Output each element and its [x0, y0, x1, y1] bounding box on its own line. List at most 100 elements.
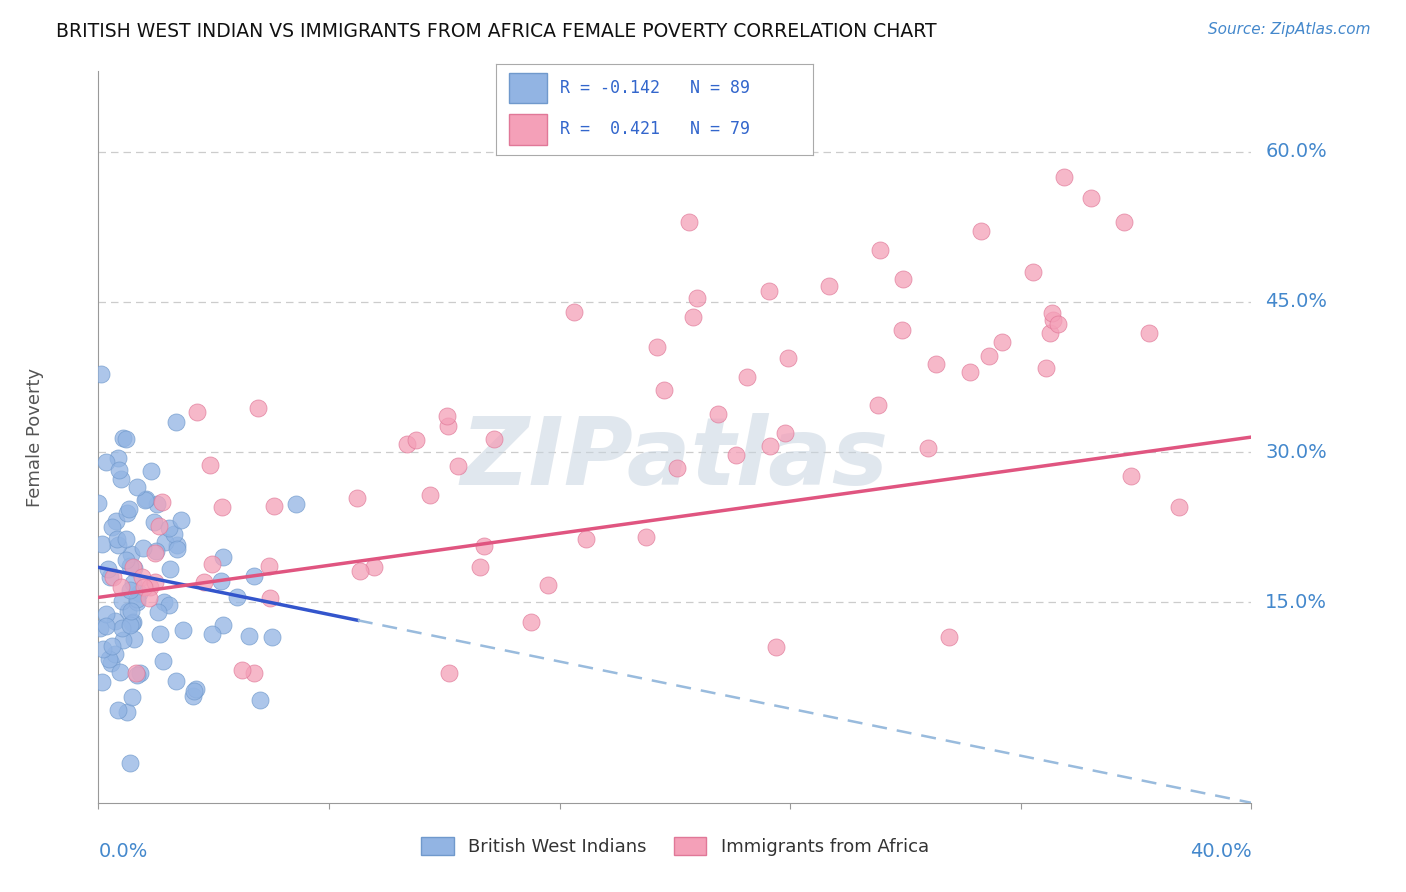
Point — [211, 500, 233, 514]
Point — [869, 243, 891, 257]
Point — [211, 618, 233, 632]
Point — [238, 629, 260, 643]
Point — [1168, 500, 1191, 515]
Point — [115, 532, 138, 546]
Point — [285, 497, 308, 511]
Point — [776, 351, 799, 366]
Point — [131, 541, 153, 556]
Point — [1022, 265, 1045, 279]
Point — [959, 365, 981, 379]
Point — [98, 570, 121, 584]
Point — [706, 408, 728, 422]
Point — [1046, 317, 1069, 331]
Point — [134, 493, 156, 508]
Point — [101, 520, 124, 534]
Point — [349, 564, 371, 578]
Point — [472, 539, 495, 553]
Point — [1121, 468, 1143, 483]
Point — [104, 647, 127, 661]
Point — [117, 604, 139, 618]
Point — [212, 549, 235, 564]
Point — [105, 514, 128, 528]
Point — [118, 559, 141, 574]
Point — [101, 639, 124, 653]
Point — [652, 383, 675, 397]
Point — [107, 703, 129, 717]
Point — [263, 499, 285, 513]
Point — [115, 506, 138, 520]
Point — [107, 463, 129, 477]
Point — [153, 534, 176, 549]
Point — [110, 472, 132, 486]
Point — [226, 590, 249, 604]
Point — [346, 491, 368, 505]
Point — [231, 663, 253, 677]
Point — [150, 495, 173, 509]
Point — [186, 682, 208, 697]
Point — [115, 432, 138, 446]
Point — [91, 675, 114, 690]
Point — [120, 604, 142, 618]
Point — [128, 666, 150, 681]
Point — [868, 398, 890, 412]
Point — [891, 272, 914, 286]
Point — [181, 690, 204, 704]
Point — [94, 455, 117, 469]
Point — [111, 633, 134, 648]
Point — [97, 652, 120, 666]
Point — [969, 223, 991, 237]
Point — [257, 559, 280, 574]
Point — [990, 335, 1012, 350]
Point — [209, 574, 232, 588]
Point — [436, 409, 458, 423]
Point — [678, 214, 700, 228]
Point — [122, 576, 145, 591]
Point — [149, 627, 172, 641]
Point — [143, 515, 166, 529]
Point — [124, 561, 146, 575]
Point — [200, 557, 222, 571]
Point — [262, 631, 284, 645]
Point — [537, 578, 560, 592]
Point — [143, 546, 166, 560]
Point — [120, 548, 142, 562]
Point — [166, 541, 188, 556]
Point — [925, 357, 948, 371]
Point — [146, 605, 169, 619]
Point — [891, 323, 914, 337]
Point — [170, 513, 193, 527]
Point — [201, 627, 224, 641]
Point — [111, 621, 134, 635]
Point — [122, 615, 145, 630]
Point — [97, 562, 120, 576]
Point — [447, 458, 470, 473]
Point — [562, 305, 585, 319]
Point — [134, 580, 156, 594]
Point — [1042, 312, 1064, 326]
Point — [165, 674, 187, 689]
Point — [249, 692, 271, 706]
Point — [93, 641, 115, 656]
Text: 30.0%: 30.0% — [1265, 442, 1327, 461]
Point — [1040, 306, 1063, 320]
Point — [172, 624, 194, 638]
Point — [128, 586, 150, 600]
Text: 45.0%: 45.0% — [1265, 293, 1327, 311]
Point — [682, 310, 704, 325]
Point — [115, 553, 138, 567]
Point — [363, 559, 385, 574]
Point — [100, 656, 122, 670]
Text: 60.0%: 60.0% — [1265, 142, 1327, 161]
Point — [90, 367, 112, 381]
Point — [118, 502, 141, 516]
Point — [242, 665, 264, 680]
Point — [125, 665, 148, 680]
Point — [758, 285, 780, 299]
Point — [120, 582, 142, 597]
Point — [157, 599, 180, 613]
Point — [470, 559, 492, 574]
Point — [124, 632, 146, 646]
Point — [1137, 326, 1160, 340]
Point — [87, 496, 110, 510]
Point — [125, 592, 148, 607]
